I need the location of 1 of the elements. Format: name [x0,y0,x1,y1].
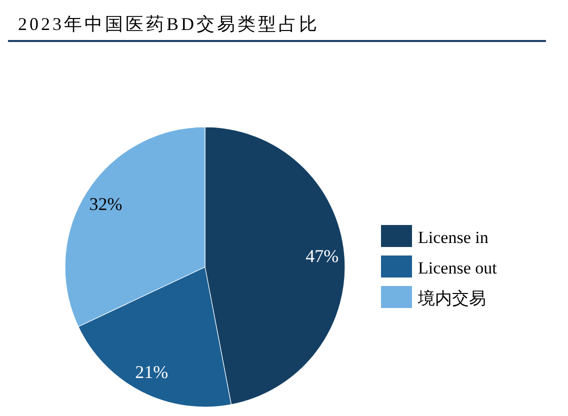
title: 2023年中国医药BD交易类型占比 [18,14,320,34]
